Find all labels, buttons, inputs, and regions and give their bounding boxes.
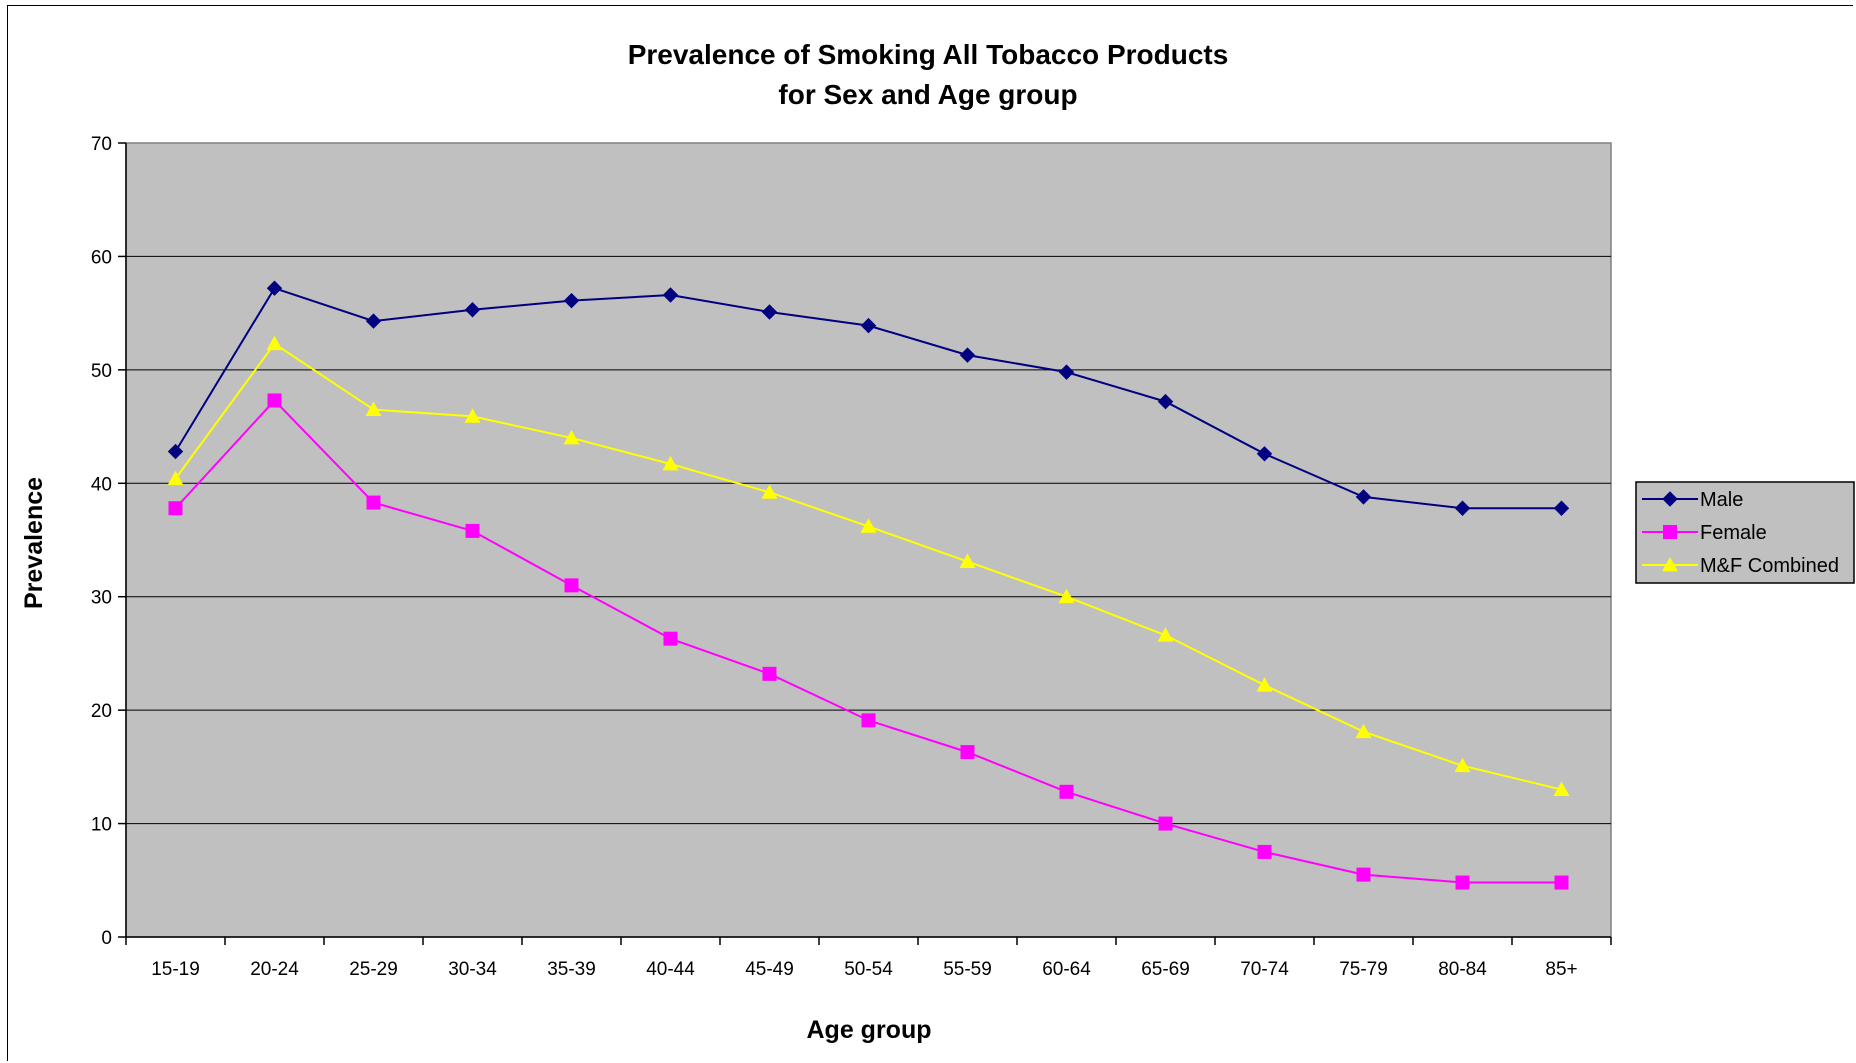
y-tick-label: 20 [91,701,112,722]
x-tick-label: 30-34 [448,959,497,980]
x-tick-label: 35-39 [547,959,596,980]
data-point-female [1257,844,1272,859]
x-axis-title: Age group [807,1016,932,1044]
x-tick-label: 50-54 [844,959,893,980]
data-point-male [464,302,481,318]
legend-marker-m-f-combined [1662,557,1678,572]
data-point-m-f-combined [563,429,580,445]
data-point-m-f-combined [1355,723,1372,739]
legend-label-m-f-combined: M&F Combined [1700,555,1839,577]
legend-label-male: Male [1700,489,1743,511]
data-point-female [564,578,579,593]
data-point-m-f-combined [167,470,184,486]
x-tick-label: 15-19 [151,959,200,980]
data-point-m-f-combined [662,456,679,471]
data-point-female [1356,867,1371,882]
legend-label-female: Female [1700,522,1767,544]
y-axis-title: Prevalence [20,477,48,609]
x-tick-label: 55-59 [943,959,992,980]
data-point-male [1256,446,1273,462]
data-point-female [663,631,678,646]
x-tick-label: 45-49 [745,959,794,980]
x-tick-label: 70-74 [1240,959,1289,980]
data-point-female [1059,784,1074,799]
x-tick-label: 65-69 [1141,959,1190,980]
data-point-female [465,523,480,538]
x-tick-label: 40-44 [646,959,695,980]
data-point-male [167,443,184,460]
data-point-male [1157,393,1174,410]
series-male [167,280,1570,516]
y-tick-label: 50 [91,361,112,382]
data-point-male [1454,500,1471,516]
data-point-male [761,304,778,320]
data-point-m-f-combined [1256,677,1273,692]
y-tick-label: 40 [91,474,112,495]
data-point-male [959,347,976,363]
chart-title: Prevalence of Smoking All Tobacco Produc… [628,39,1229,70]
y-tick-label: 0 [101,928,112,949]
data-point-m-f-combined [959,553,976,568]
chart-subtitle: for Sex and Age group [778,79,1077,110]
data-point-m-f-combined [761,484,778,499]
data-point-m-f-combined [266,335,283,351]
x-tick-label: 60-64 [1042,959,1091,980]
data-point-m-f-combined [1454,757,1471,773]
data-point-female [762,666,777,681]
data-point-m-f-combined [1058,588,1075,604]
data-point-male [1553,500,1570,516]
x-tick-label: 75-79 [1339,959,1388,980]
data-point-female [267,393,282,408]
data-point-female [960,745,975,760]
y-tick-label: 10 [91,815,112,836]
data-point-male [662,287,679,303]
data-point-male [860,317,877,334]
data-point-female [1158,816,1173,831]
series-female [168,393,1569,890]
data-point-female [366,495,381,510]
plot-background [125,142,1612,938]
y-tick-label: 70 [91,134,112,155]
data-point-male [266,280,283,296]
data-point-m-f-combined [464,408,481,423]
legend: Male Female M&F Combined [1635,481,1855,584]
series-m-f-combined [167,335,1570,796]
x-tick-label: 25-29 [349,959,398,980]
data-point-male [563,292,580,309]
x-tick-label: 85+ [1545,959,1577,980]
data-point-male [1058,364,1075,380]
y-tick-label: 30 [91,588,112,609]
data-point-female [168,501,183,516]
x-tick-label: 80-84 [1438,959,1487,980]
y-tick-label: 60 [91,247,112,268]
data-point-m-f-combined [1553,781,1570,796]
legend-marker-male [1662,491,1678,507]
data-point-female [1554,875,1569,890]
data-point-m-f-combined [860,518,877,533]
data-point-female [1455,875,1470,890]
data-point-male [365,313,382,329]
data-point-m-f-combined [1157,627,1174,642]
x-tick-label: 20-24 [250,959,299,980]
data-point-female [861,713,876,728]
data-point-male [1355,489,1372,505]
plot-area: 0 10 20 30 40 50 60 70 15-19 20-24 25-29 30-34 35-39… [91,134,1612,980]
legend-marker-female [1663,525,1677,539]
data-point-m-f-combined [365,401,382,416]
